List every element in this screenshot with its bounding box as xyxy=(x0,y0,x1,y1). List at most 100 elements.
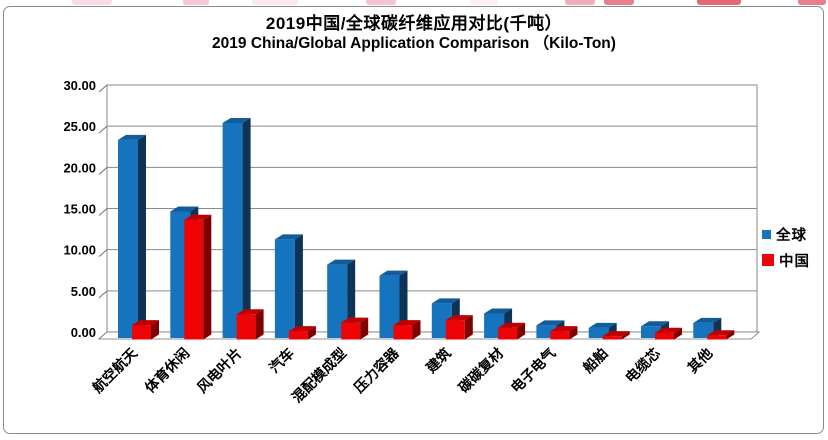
bar-china-8 xyxy=(550,326,578,340)
top-edge-artifact xyxy=(183,0,209,5)
bar-china-3 xyxy=(288,326,316,340)
bar-top-face xyxy=(274,234,303,240)
top-edge-artifact xyxy=(697,0,741,5)
y-axis-depth-tick xyxy=(98,249,108,258)
bar-global-9 xyxy=(588,322,617,338)
bar-side-face xyxy=(674,327,682,340)
bar-side-face xyxy=(151,320,159,340)
bar-global-0 xyxy=(118,134,146,338)
legend-item-global: 全球 xyxy=(762,221,810,247)
bar-front-face xyxy=(288,331,308,340)
bar-side-face xyxy=(412,320,421,340)
y-axis-tick-label: 25.00 xyxy=(63,119,96,134)
bar-top-face xyxy=(379,270,408,276)
bar-china-11 xyxy=(707,330,735,340)
bar-front-face xyxy=(222,122,243,339)
x-axis-category-label: 电子电气 xyxy=(508,345,559,396)
bar-front-face xyxy=(393,325,413,340)
y-axis-depth-tick xyxy=(98,290,108,299)
chart-border-frame xyxy=(3,6,824,434)
bar-top-face xyxy=(536,320,565,326)
top-edge-artifact xyxy=(604,0,634,5)
bar-side-face xyxy=(203,214,212,340)
top-edge-artifact xyxy=(470,0,498,5)
x-axis-category-label: 汽车 xyxy=(266,345,297,376)
y-axis-depth-tick xyxy=(98,84,108,93)
x-axis-category-label: 风电叶片 xyxy=(194,345,245,396)
bar-side-face xyxy=(569,326,578,340)
x-axis-category-label: 压力容器 xyxy=(351,344,403,396)
bar-front-face xyxy=(693,322,714,338)
bar-front-face xyxy=(327,264,348,338)
bar-china-10 xyxy=(655,327,682,340)
bar-side-face xyxy=(307,326,316,340)
x-axis-category-label: 混配模成型 xyxy=(289,345,350,406)
bar-front-face xyxy=(118,139,138,338)
legend-label-china: 中国 xyxy=(779,253,810,270)
bar-top-face xyxy=(655,327,682,333)
bar-china-5 xyxy=(393,320,421,340)
bar-top-face xyxy=(393,320,421,326)
bar-china-7 xyxy=(498,322,526,340)
x-axis-category-label: 航空航天 xyxy=(89,344,141,396)
y-axis-tick-label: 5.00 xyxy=(71,284,96,299)
x-axis-category-label: 电缆芯 xyxy=(622,345,663,386)
chart-title-zh: 2019中国/全球碳纤维应用对比(千吨） xyxy=(265,14,563,33)
bar-top-face xyxy=(222,117,251,123)
bar-front-face xyxy=(236,314,256,340)
bar-side-face xyxy=(294,234,303,338)
bar-top-face xyxy=(132,320,159,326)
bar-side-face xyxy=(255,309,264,340)
bar-side-face xyxy=(621,331,630,340)
legend-label-global: 全球 xyxy=(776,227,807,244)
bar-china-9 xyxy=(602,331,630,340)
bar-global-2 xyxy=(222,117,251,339)
bar-front-face xyxy=(602,336,622,340)
bar-front-face xyxy=(498,327,518,340)
bar-top-face xyxy=(341,317,369,323)
bar-side-face xyxy=(517,322,526,340)
x-axis-category-label: 船舶 xyxy=(580,345,611,376)
bar-front-face xyxy=(132,325,151,340)
top-edge-artifact xyxy=(366,0,396,5)
top-edge-artifact xyxy=(798,0,826,5)
x-axis-category-label: 其他 xyxy=(684,345,715,376)
y-axis-tick-label: 0.00 xyxy=(71,325,96,340)
bar-front-face xyxy=(184,219,204,340)
bar-front-face xyxy=(341,322,361,340)
bar-side-face xyxy=(242,117,251,339)
bar-top-face xyxy=(602,331,630,337)
y-axis-tick-label: 10.00 xyxy=(63,243,96,258)
bar-top-face xyxy=(118,134,146,140)
chart-title-en: 2019 China/Global Application Comparison… xyxy=(212,35,616,52)
bar-china-2 xyxy=(236,309,264,340)
y-axis-depth-tick xyxy=(98,125,108,134)
bar-china-0 xyxy=(132,320,159,340)
bar-front-face xyxy=(550,331,570,340)
bar-top-face xyxy=(184,214,212,220)
bar-china-4 xyxy=(341,317,369,340)
bar-top-face xyxy=(170,206,199,212)
bar-side-face xyxy=(726,330,735,340)
legend-marker-china xyxy=(762,254,774,266)
bar-top-face xyxy=(288,326,316,332)
bar-top-face xyxy=(431,298,460,304)
x-axis-category-label: 体育休闲 xyxy=(142,345,193,396)
bar-top-face xyxy=(445,315,473,321)
bar-top-face xyxy=(550,326,578,332)
bar-front-face xyxy=(274,239,295,338)
bar-front-face xyxy=(379,275,400,338)
bar-front-face xyxy=(655,332,674,340)
bar-side-face xyxy=(138,134,146,338)
y-axis-tick-label: 30.00 xyxy=(63,78,96,93)
bar-top-face xyxy=(588,322,617,328)
bar-top-face xyxy=(693,317,722,323)
top-edge-artifact xyxy=(565,0,595,5)
bar-side-face xyxy=(464,315,473,340)
y-axis-tick-label: 15.00 xyxy=(63,202,96,217)
bar-top-face xyxy=(707,330,735,336)
x-axis-category-label: 建筑 xyxy=(423,345,454,376)
bar-top-face xyxy=(327,259,356,265)
y-axis-tick-label: 20.00 xyxy=(63,160,96,175)
